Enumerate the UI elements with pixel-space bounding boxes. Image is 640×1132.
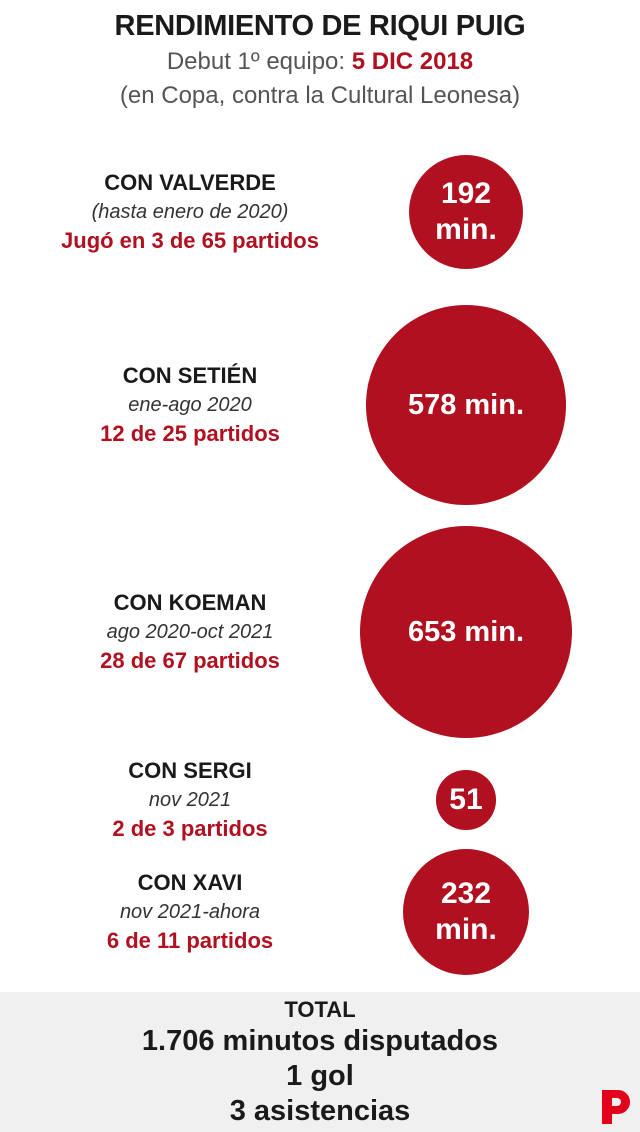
bubble-label: 578 min. (407, 388, 525, 421)
coach-period: ene-ago 2020 (128, 394, 252, 416)
coach-period: ago 2020-oct 2021 (106, 621, 274, 643)
bubble-label: 653 min. (407, 616, 525, 648)
debut-subtitle: Debut 1º equipo: 5 DIC 2018 (0, 48, 640, 76)
games-played: 12 de 25 partidos (100, 421, 280, 446)
row-label: CON XAVI nov 2021-ahora 6 de 11 partidos (0, 868, 380, 956)
minutes-bubble: 578 min. (366, 305, 566, 505)
minutes-bubble: 232 min. (402, 848, 530, 976)
minutes-bubble: 653 min. (360, 526, 572, 738)
minutes-bubble: 192 min. (408, 154, 524, 270)
coach-name: CON VALVERDE (104, 170, 276, 195)
total-assists: 3 asistencias (229, 1095, 411, 1127)
coach-name: CON KOEMAN (113, 590, 267, 615)
total-minutes: 1.706 minutos disputados (141, 1025, 499, 1057)
coach-name: CON XAVI (137, 870, 243, 895)
coach-name: CON SERGI (128, 758, 252, 783)
totals-panel: TOTAL 1.706 minutos disputados 1 gol 3 a… (0, 992, 640, 1132)
row-label: CON SERGI nov 2021 2 de 3 partidos (0, 756, 380, 844)
debut-date: 5 DIC 2018 (351, 48, 474, 75)
coach-name: CON SETIÉN (122, 363, 258, 388)
games-played: 2 de 3 partidos (112, 816, 268, 841)
minutes-bubble: 51 (436, 770, 496, 830)
bubble-label: 232 min. (435, 876, 497, 946)
bubble-label: 51 (449, 782, 483, 816)
coach-period: nov 2021 (148, 789, 232, 811)
row-label: CON SETIÉN ene-ago 2020 12 de 25 partidos (0, 361, 380, 449)
debut-note: (en Copa, contra la Cultural Leonesa) (119, 82, 521, 109)
games-played: Jugó en 3 de 65 partidos (61, 228, 319, 253)
debut-prefix: Debut 1º equipo: (166, 48, 352, 75)
row-label: CON VALVERDE (hasta enero de 2020) Jugó en… (0, 168, 380, 256)
bubble-label: 192 min. (435, 176, 497, 246)
games-played: 28 de 67 partidos (100, 648, 280, 673)
total-goals: 1 gol (286, 1060, 354, 1092)
publisher-logo-icon (602, 1090, 630, 1124)
coach-period: nov 2021-ahora (119, 901, 261, 923)
total-label: TOTAL (284, 997, 356, 1022)
games-played: 6 de 11 partidos (106, 928, 274, 953)
row-label: CON KOEMAN ago 2020-oct 2021 28 de 67 part… (0, 588, 380, 676)
coach-period: (hasta enero de 2020) (91, 201, 289, 223)
chart-title: RENDIMIENTO DE RIQUI PUIG (114, 10, 526, 42)
